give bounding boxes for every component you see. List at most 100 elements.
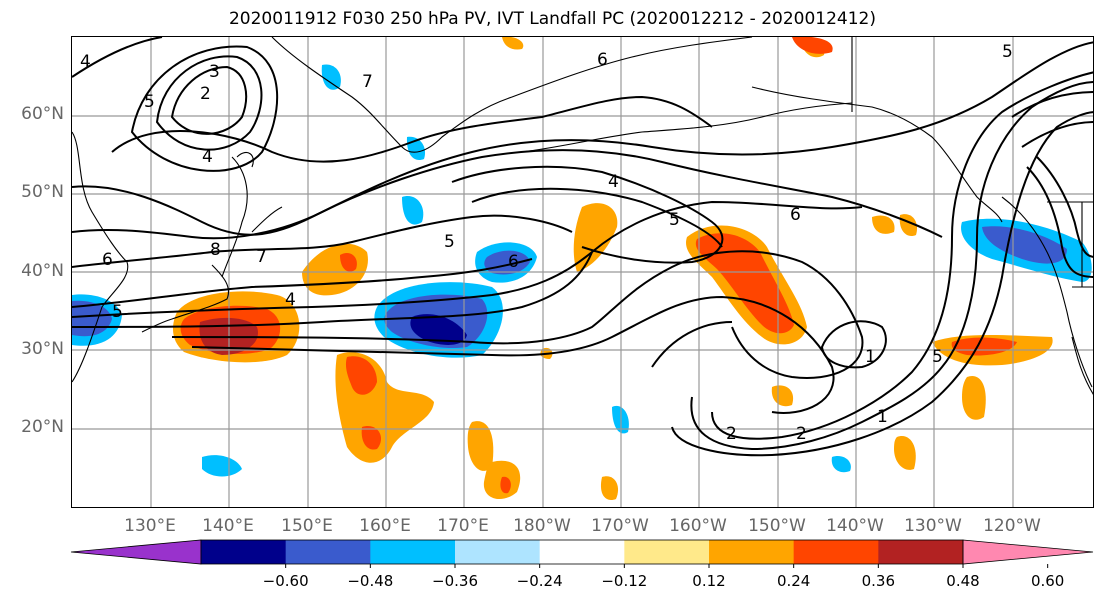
contour-label: 4 bbox=[608, 172, 619, 192]
lat-label: 40°N bbox=[21, 261, 64, 281]
colorbar-extend-high bbox=[962, 539, 1094, 565]
contour-label: 5 bbox=[444, 232, 455, 252]
contour-line bbox=[191, 295, 835, 414]
contour-label: 7 bbox=[256, 247, 267, 267]
colorbar-cell bbox=[201, 540, 287, 564]
lon-label: 160°W bbox=[669, 516, 727, 536]
contour-label-layer: 4 5 2 3 4 8 7 6 7 4 5 6 4 5 6 6 5 1 2 1 … bbox=[80, 42, 1013, 444]
shade-positive bbox=[872, 215, 895, 234]
shade-positive bbox=[894, 436, 916, 470]
lat-label: 60°N bbox=[21, 104, 64, 124]
contour-label: 5 bbox=[932, 347, 943, 367]
contour-label: 8 bbox=[210, 240, 221, 260]
coastline-layer bbox=[72, 37, 1093, 395]
contour-label: 2 bbox=[200, 84, 211, 104]
colorbar-tick-label: −0.12 bbox=[601, 572, 648, 590]
colorbar-cell bbox=[370, 540, 456, 564]
contour-label: 6 bbox=[102, 250, 113, 270]
coastline-siberia bbox=[271, 37, 753, 153]
contour-label: 5 bbox=[669, 210, 680, 230]
lon-label: 140°W bbox=[826, 516, 884, 536]
contour-label: 6 bbox=[597, 50, 608, 70]
colorbar-cell bbox=[539, 540, 625, 564]
shade-positive bbox=[361, 426, 382, 450]
contour-label: 2 bbox=[796, 424, 807, 444]
shade-negative bbox=[410, 314, 467, 345]
contour-line bbox=[1036, 156, 1093, 258]
contour-label: 5 bbox=[1002, 42, 1013, 62]
shade-positive bbox=[600, 476, 619, 501]
contour-label: 4 bbox=[80, 52, 91, 72]
contour-line bbox=[72, 200, 863, 318]
map-panel: 4 5 2 3 4 8 7 6 7 4 5 6 4 5 6 6 5 1 2 1 … bbox=[71, 36, 1094, 508]
contour-line bbox=[155, 55, 263, 151]
shade-negative bbox=[982, 226, 1067, 264]
lon-label: 140°E bbox=[202, 516, 254, 536]
shade-negative bbox=[484, 250, 530, 275]
coastline-kamchatka bbox=[221, 152, 254, 278]
contour-line bbox=[72, 251, 593, 328]
colorbar-extend-low bbox=[70, 539, 202, 565]
colorbar-tick-label: 0.24 bbox=[776, 572, 811, 590]
colorbar-cell bbox=[709, 540, 795, 564]
contour-label: 1 bbox=[877, 407, 888, 427]
lon-label: 150°E bbox=[281, 516, 333, 536]
contour-line bbox=[130, 45, 279, 172]
colorbar-cell bbox=[878, 540, 964, 564]
lon-label: 130°W bbox=[904, 516, 962, 536]
contour-label: 5 bbox=[112, 302, 123, 322]
contour-label: 2 bbox=[726, 424, 737, 444]
shade-negative bbox=[202, 455, 242, 477]
colorbar-tick-label: −0.36 bbox=[432, 572, 478, 590]
colorbar bbox=[70, 539, 1094, 568]
shade-positive bbox=[302, 243, 368, 296]
contour-label: 4 bbox=[202, 147, 213, 167]
colorbar-outline bbox=[200, 539, 964, 565]
contour-label: 3 bbox=[209, 62, 220, 82]
contour-label: 7 bbox=[362, 72, 373, 92]
shade-negative bbox=[402, 196, 424, 225]
lon-label: 170°E bbox=[437, 516, 489, 536]
lat-label: 50°N bbox=[21, 182, 64, 202]
contour-label: 1 bbox=[865, 347, 876, 367]
coastline-baja bbox=[1071, 336, 1093, 395]
shade-positive bbox=[345, 356, 377, 395]
colorbar-cell bbox=[455, 540, 541, 564]
colorbar-tick-label: −0.24 bbox=[516, 572, 563, 590]
coastline-na-west bbox=[1001, 196, 1093, 388]
colorbar-tick-label: 0.12 bbox=[692, 572, 726, 590]
shade-positive bbox=[467, 421, 494, 471]
border-canada-us bbox=[851, 37, 1093, 288]
contour-line bbox=[72, 214, 573, 268]
contour-line bbox=[72, 258, 533, 308]
contour-line bbox=[1026, 166, 1093, 278]
colorbar-tick-label: 0.60 bbox=[1030, 572, 1065, 590]
contour-layer bbox=[72, 37, 1093, 457]
shade-negative bbox=[321, 64, 341, 90]
contour-label: 6 bbox=[508, 252, 519, 272]
contour-label: 5 bbox=[144, 92, 155, 112]
contour-line bbox=[471, 187, 723, 248]
lon-label: 120°W bbox=[983, 516, 1041, 536]
contour-line bbox=[651, 321, 733, 368]
contour-line bbox=[820, 320, 887, 369]
lon-label: 160°E bbox=[359, 516, 411, 536]
coastline-alaska bbox=[751, 86, 1003, 223]
colorbar-cell bbox=[624, 540, 710, 564]
colorbar-tick-label: 0.36 bbox=[861, 572, 896, 590]
lat-label: 20°N bbox=[21, 417, 64, 437]
coastline-japan bbox=[141, 264, 230, 333]
contour-line bbox=[690, 81, 1093, 451]
colorbar-cell bbox=[793, 540, 879, 564]
contour-line bbox=[72, 37, 163, 78]
contour-line bbox=[72, 41, 1093, 236]
contour-label: 6 bbox=[790, 205, 801, 225]
map-canvas: 4 5 2 3 4 8 7 6 7 4 5 6 4 5 6 6 5 1 2 1 … bbox=[72, 37, 1093, 507]
colorbar-cell bbox=[285, 540, 371, 564]
colorbar-ticks bbox=[285, 564, 1049, 568]
shade-negative bbox=[831, 456, 851, 473]
coastline-kurils bbox=[251, 206, 283, 233]
lon-label: 150°W bbox=[748, 516, 806, 536]
gridline-layer bbox=[72, 37, 1093, 507]
lon-label: 170°W bbox=[591, 516, 649, 536]
